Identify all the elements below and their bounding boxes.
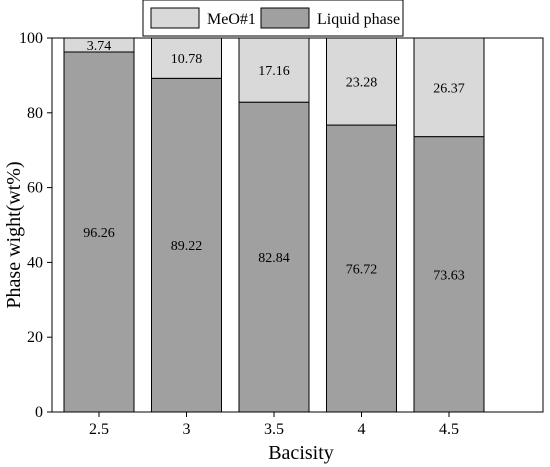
data-label: 73.63: [433, 268, 465, 283]
y-tick-label: 60: [27, 180, 43, 197]
data-label: 96.26: [83, 226, 115, 241]
data-label: 10.78: [171, 52, 203, 67]
bars-group: [63, 37, 485, 413]
data-label: 76.72: [346, 263, 378, 278]
bar-segment: [238, 37, 310, 103]
data-label: 23.28: [346, 76, 378, 91]
x-tick-label: 2.5: [89, 421, 109, 438]
y-axis-title: Phase wight(wt%): [3, 161, 25, 308]
x-tick-label: 4.5: [439, 421, 459, 438]
legend-swatch: [150, 7, 200, 29]
bar-segment: [326, 37, 397, 126]
legend: MeO#1 Liquid phase: [142, 0, 404, 37]
y-tick-label: 40: [27, 254, 43, 271]
legend-label: Liquid phase: [317, 11, 400, 28]
axes-group: 2.5 3 3.5 4 4.5 0 20 40 60 80 100: [19, 30, 459, 438]
y-tick-label: 0: [35, 404, 43, 421]
bar-segment: [413, 37, 485, 138]
data-label: 26.37: [433, 81, 465, 96]
x-tick-label: 3: [183, 421, 191, 438]
data-label: 82.84: [258, 251, 290, 266]
bar-segment: [63, 37, 135, 53]
x-tick-label: 3.5: [264, 421, 284, 438]
y-tick-label: 20: [27, 329, 43, 346]
bar-segment: [238, 101, 310, 413]
legend-label: MeO#1: [207, 11, 256, 28]
y-tick-label: 80: [27, 105, 43, 122]
data-label: 3.74: [87, 39, 112, 54]
bar-segment: [151, 37, 222, 79]
x-axis-title: Bacisity: [268, 442, 334, 464]
legend-swatch: [260, 7, 310, 29]
y-tick-label: 100: [19, 30, 43, 47]
data-label: 89.22: [171, 239, 203, 254]
x-tick-label: 4: [358, 421, 366, 438]
data-label: 17.16: [258, 64, 290, 79]
data-labels-group: 96.26 3.74 89.22 10.78 82.84 17.16 76.72 23.28 7…: [83, 39, 465, 283]
